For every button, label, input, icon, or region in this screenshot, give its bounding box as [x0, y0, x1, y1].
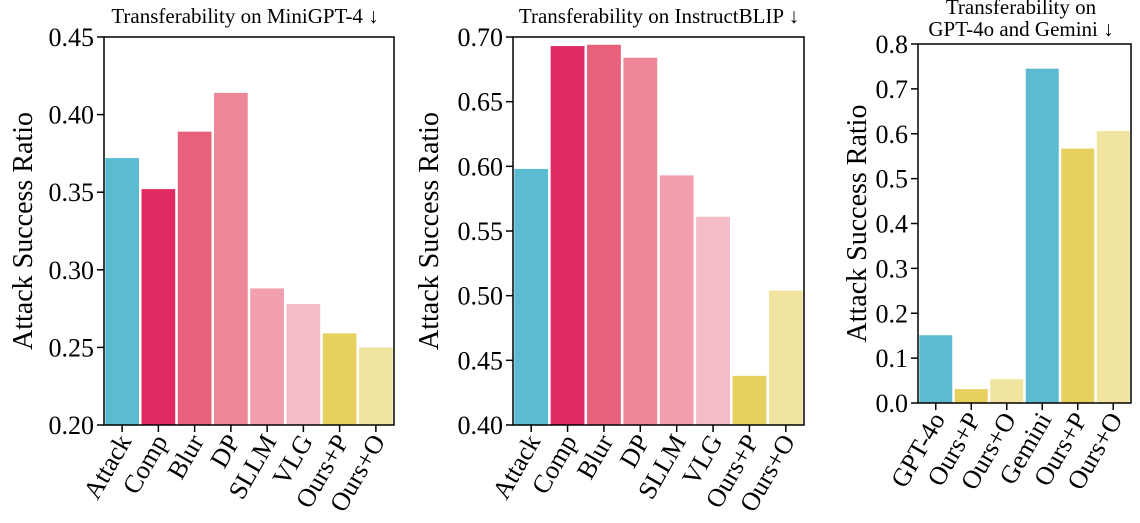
y-tick-label: 0.8: [876, 30, 909, 59]
y-tick-label: 0.5: [876, 165, 909, 194]
y-tick-label: 0.60: [458, 152, 504, 181]
bar-comp: [141, 189, 176, 425]
chart-title: GPT-4o and Gemini ↓: [928, 17, 1113, 41]
x-tick-label: Blur: [571, 429, 619, 484]
bar-attack: [514, 168, 549, 426]
y-tick-label: 0.7: [876, 75, 909, 104]
y-tick-label: 0.65: [458, 88, 504, 117]
bar-blur: [177, 131, 212, 425]
y-tick-label: 0.70: [458, 23, 504, 52]
chart-title: Transferability on InstructBLIP ↓: [519, 4, 799, 28]
bar-sllm: [250, 288, 284, 425]
plot-frame: [103, 36, 395, 426]
chart-title: Transferability on MiniGPT-4 ↓: [111, 4, 378, 28]
chart-title: Transferability on: [946, 0, 1097, 19]
y-tick-label: 0.25: [49, 333, 95, 362]
y-tick-label: 0.45: [458, 346, 504, 375]
y-tick-label: 0.1: [876, 344, 909, 373]
y-tick-label: 0.45: [49, 23, 95, 52]
bar-ours-o: [990, 379, 1024, 403]
bar-ours-o: [768, 290, 803, 425]
y-tick-label: 0.50: [458, 282, 504, 311]
bar-ours-o: [1096, 131, 1130, 403]
y-tick-label: 0.20: [49, 411, 95, 440]
y-axis-label: Attack Success Ratio: [842, 105, 873, 343]
y-tick-label: 0.35: [49, 178, 95, 207]
x-tick-label: Blur: [162, 429, 210, 484]
bar-ours-o: [359, 347, 393, 425]
bar-ours-p: [954, 389, 988, 403]
y-tick-label: 0.6: [876, 120, 909, 149]
y-axis-label: Attack Success Ratio: [8, 112, 39, 350]
bar-comp: [550, 46, 585, 425]
y-tick-label: 0.40: [458, 411, 504, 440]
bar-dp: [214, 92, 248, 425]
y-tick-label: 0.0: [876, 389, 909, 418]
bar-blur: [587, 44, 621, 425]
chart-2: Transferability on InstructBLIP ↓ 0.40 0.4…: [414, 4, 805, 517]
y-tick-label: 0.4: [876, 210, 909, 239]
chart-1: Transferability on MiniGPT-4 ↓ 0.20 0.25 0.…: [8, 4, 395, 517]
bar-attack: [105, 158, 139, 425]
y-tick-label: 0.30: [49, 256, 95, 285]
y-tick-label: 0.3: [876, 254, 909, 283]
bar-vlg: [286, 303, 321, 425]
bar-vlg: [696, 216, 730, 425]
bar-dp: [623, 57, 658, 426]
y-tick-label: 0.2: [876, 299, 909, 328]
y-tick-label: 0.40: [49, 101, 95, 130]
bar-gemini: [1025, 68, 1059, 404]
y-axis-label: Attack Success Ratio: [414, 112, 445, 350]
bar-ours-p: [1061, 148, 1095, 403]
y-tick-label: 0.55: [458, 217, 504, 246]
bar-ours-p: [732, 375, 767, 425]
bar-gpt-4o: [919, 335, 953, 403]
bar-ours-p: [322, 333, 357, 425]
bar-sllm: [659, 175, 694, 425]
